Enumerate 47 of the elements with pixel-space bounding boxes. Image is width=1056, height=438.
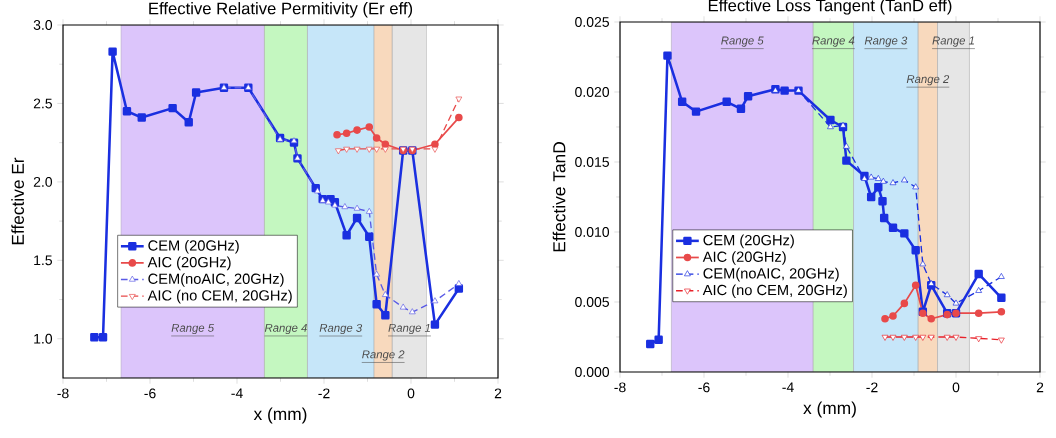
band-label: Range 5 (721, 36, 764, 47)
legend-label: CEM (20GHz) (148, 239, 239, 254)
x-tick-label: -2 (866, 382, 878, 393)
legend-label: CEM(noAIC, 20GHz) (703, 267, 839, 282)
x-tick-label: 2 (494, 388, 502, 399)
x-tick-label: -4 (231, 388, 243, 399)
x-tick-label: -6 (144, 388, 156, 399)
band-label: Range 5 (171, 323, 215, 335)
y-tick-label: 2.0 (33, 176, 53, 187)
y-tick-label: 0.010 (575, 227, 610, 237)
legend-label: AIC (no CEM, 20GHz) (702, 284, 847, 299)
legend-label: AIC (20GHz) (702, 251, 786, 265)
band-label: Range 3 (864, 36, 908, 47)
y-axis-title: Effective Er (11, 157, 24, 245)
band-label: Range 2 (906, 75, 950, 86)
y-tick-label: 0.025 (575, 17, 610, 27)
band-label: Range 4 (812, 36, 855, 47)
band-label: Range 2 (362, 350, 405, 361)
x-tick-label: -8 (614, 382, 626, 393)
y-tick-label: 0.000 (575, 367, 610, 377)
x-tick-label: -6 (698, 382, 710, 393)
x-tick-label: -4 (782, 382, 794, 393)
band-label: Range 3 (319, 323, 363, 335)
y-tick-label: 1.5 (34, 255, 53, 266)
x-tick-label: 0 (952, 382, 960, 393)
y-tick-label: 0.020 (575, 87, 610, 97)
band-label: Range 1 (388, 323, 430, 335)
chart-title: Effective Loss Tangent (TanD eff) (708, 0, 952, 15)
x-tick-label: 2 (1036, 382, 1044, 393)
legend-label: AIC (20GHz) (147, 256, 231, 271)
y-tick-label: 0.005 (575, 297, 610, 307)
legend-label: CEM (20GHz) (703, 234, 794, 249)
x-tick-label: -8 (57, 388, 69, 399)
x-tick-label: -2 (318, 388, 330, 399)
y-tick-label: 1.0 (34, 333, 53, 344)
chart-title: Effective Relative Permitivity (Er eff) (149, 2, 413, 18)
x-axis-title: x (mm) (253, 407, 307, 424)
x-axis-title: x (mm) (803, 401, 856, 418)
band-label: Range 1 (932, 36, 974, 47)
legend-label: AIC (no CEM, 20GHz) (147, 289, 292, 304)
band-label: Range 4 (264, 323, 307, 335)
y-tick-label: 3.0 (33, 20, 53, 30)
legend-label: CEM(noAIC, 20GHz) (148, 273, 284, 287)
y-tick-label: 0.015 (575, 157, 610, 167)
y-axis-title: Effective TanD (552, 142, 566, 252)
y-tick-label: 2.5 (33, 98, 53, 109)
x-tick-label: 0 (407, 388, 415, 399)
